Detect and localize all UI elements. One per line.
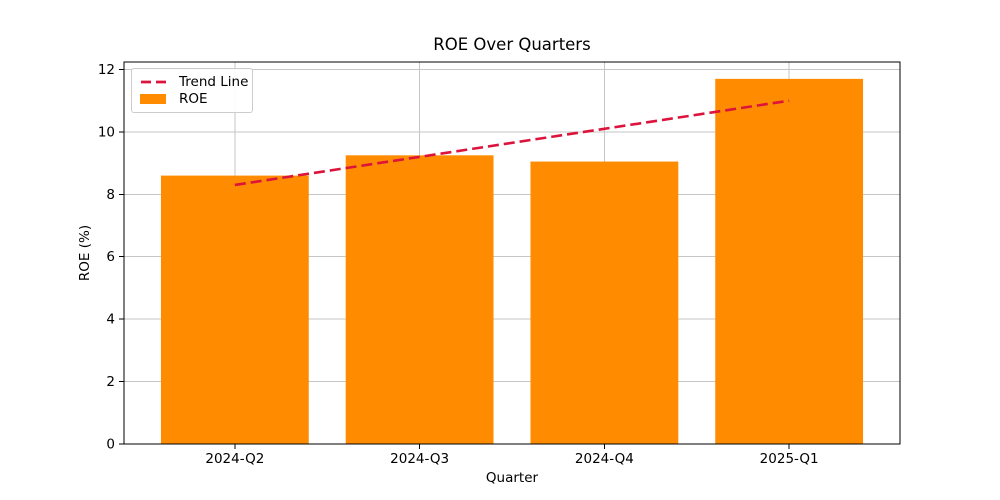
roe-swatch <box>140 94 166 104</box>
trend-line-swatch <box>140 78 167 86</box>
plot-border <box>123 61 901 445</box>
dashed-line-icon <box>141 80 166 84</box>
legend-label-roe: ROE <box>179 91 208 107</box>
bar-2024-Q3 <box>345 155 494 444</box>
bar-2025-Q1 <box>715 78 864 445</box>
legend: Trend Line ROE <box>131 68 253 113</box>
bar-2024-Q4 <box>530 161 679 444</box>
trend-line <box>234 99 790 187</box>
y-tick-label: 10 <box>98 124 115 140</box>
legend-item-roe: ROE <box>140 91 244 107</box>
x-tick-label: 2024-Q2 <box>205 451 264 467</box>
y-tick-label: 6 <box>106 249 115 265</box>
y-tick-label: 4 <box>106 312 115 328</box>
x-axis-label: Quarter <box>485 470 539 486</box>
y-tick-label: 2 <box>106 374 115 390</box>
x-tick-label: 2025-Q1 <box>760 451 819 467</box>
y-tick-label: 8 <box>106 187 115 203</box>
bar-2024-Q2 <box>160 175 309 444</box>
y-tick-label: 12 <box>98 62 115 78</box>
y-tick-label: 0 <box>106 437 115 453</box>
x-tick-label: 2024-Q3 <box>390 451 449 467</box>
legend-label-trend-line: Trend Line <box>179 74 249 90</box>
chart-title: ROE Over Quarters <box>433 35 591 54</box>
x-tick-label: 2024-Q4 <box>575 451 634 467</box>
legend-item-trend-line: Trend Line <box>140 74 248 90</box>
y-axis-label: ROE (%) <box>77 224 93 282</box>
roe-swatch-wrap <box>140 94 167 104</box>
